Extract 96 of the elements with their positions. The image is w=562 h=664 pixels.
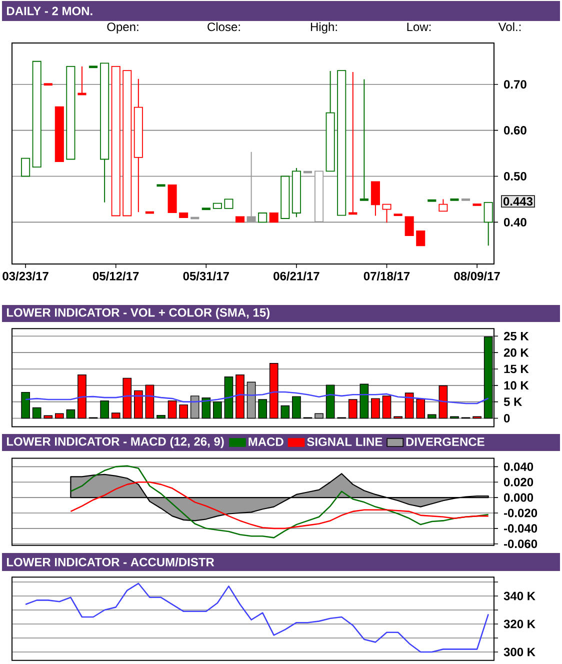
bar xyxy=(190,396,200,419)
chart-title: LOWER INDICATOR - VOL + COLOR (SMA, 15) xyxy=(7,308,270,320)
y-tick-label: 0 xyxy=(504,414,510,422)
bar xyxy=(202,398,211,419)
candlestick xyxy=(66,66,76,160)
text: Close: xyxy=(208,22,240,32)
text: Vol.: xyxy=(498,22,521,32)
y-tick-label: 320 K xyxy=(504,620,536,628)
legend-label: SIGNAL LINE xyxy=(307,438,382,446)
candlestick xyxy=(224,198,234,209)
y-tick-label: 0.60 xyxy=(504,126,526,135)
candlestick xyxy=(382,204,392,224)
bar xyxy=(371,398,380,419)
bar xyxy=(269,363,278,419)
chart-title: LOWER INDICATOR - ACCUM/DISTR xyxy=(7,558,214,566)
candlestick xyxy=(21,158,30,177)
bar xyxy=(224,376,234,419)
y-tick-label: 5 K xyxy=(504,398,522,406)
bar xyxy=(168,400,177,419)
y-tick-label: -0.040 xyxy=(504,524,538,533)
bar xyxy=(438,385,448,419)
y-tick-label: 0.040 xyxy=(504,462,534,471)
bar xyxy=(78,374,86,419)
candlestick xyxy=(156,184,166,187)
candlestick xyxy=(111,66,120,216)
bar xyxy=(404,392,414,419)
bar xyxy=(21,392,30,419)
chart-title: DAILY - 2 MON. xyxy=(7,6,92,16)
y-tick-label: 15 K xyxy=(504,364,529,374)
bar xyxy=(246,382,256,419)
candlestick xyxy=(32,60,42,168)
x-tick-label: 06/21/17 xyxy=(274,272,320,280)
bar xyxy=(427,414,436,419)
y-tick-label: 0.000 xyxy=(504,493,534,502)
bar xyxy=(258,399,268,419)
y-tick-label: 10 K xyxy=(504,381,529,390)
candlestick xyxy=(314,170,324,222)
candlestick xyxy=(54,106,64,162)
candlestick xyxy=(416,230,426,246)
y-tick-label: 300 K xyxy=(504,648,536,656)
candlestick xyxy=(370,181,380,216)
bar xyxy=(145,384,154,419)
candlestick xyxy=(168,184,177,213)
candlestick xyxy=(438,198,448,212)
bar xyxy=(100,400,109,419)
legend-label: MACD xyxy=(248,438,284,446)
bar xyxy=(326,384,335,419)
text: High: xyxy=(310,22,337,34)
candlestick xyxy=(212,202,222,209)
bar xyxy=(314,413,324,419)
x-tick-label: 07/18/17 xyxy=(364,272,410,280)
x-tick-label: 03/23/17 xyxy=(2,272,48,280)
y-tick-label: -0.060 xyxy=(504,540,538,548)
candlestick xyxy=(484,202,493,246)
y-tick-label: 0.020 xyxy=(504,478,534,486)
chart-title: LOWER INDICATOR - MACD (12, 26, 9) xyxy=(7,436,224,448)
bar xyxy=(156,414,166,419)
bar xyxy=(122,378,132,419)
bar xyxy=(236,374,244,419)
bar xyxy=(179,404,188,419)
candlestick xyxy=(122,70,132,216)
y-tick-label: 25 K xyxy=(504,332,529,340)
candlestick xyxy=(337,70,346,216)
bar xyxy=(111,412,120,419)
bar xyxy=(66,409,76,419)
candlestick xyxy=(269,212,278,223)
candlestick xyxy=(236,216,245,223)
y-tick-label: 0.40 xyxy=(504,218,526,226)
bar xyxy=(416,398,426,419)
y-tick-label: 340 K xyxy=(504,592,536,600)
bar xyxy=(280,405,290,419)
bar xyxy=(213,401,222,419)
bar xyxy=(348,399,358,419)
text: Open: xyxy=(107,22,138,34)
candlestick xyxy=(280,176,290,219)
bar xyxy=(134,390,143,419)
y-tick-label: 0.70 xyxy=(504,80,526,89)
bar xyxy=(382,396,392,419)
legend-label: DIVERGENCE xyxy=(406,438,484,446)
x-tick-label: 05/12/17 xyxy=(92,272,139,280)
x-tick-label: 05/31/17 xyxy=(183,272,229,280)
x-tick-label: 08/09/17 xyxy=(454,272,500,280)
y-tick-label: 0.50 xyxy=(504,172,526,180)
bar xyxy=(44,415,53,419)
bar xyxy=(54,413,64,419)
candlestick xyxy=(258,212,268,223)
candlestick xyxy=(179,212,188,218)
text: 0.443 xyxy=(503,197,533,206)
y-tick-label: -0.020 xyxy=(504,508,538,518)
bar xyxy=(292,396,301,419)
candlestick xyxy=(246,151,256,223)
text: Low: xyxy=(407,22,431,32)
bar xyxy=(32,407,42,419)
bar xyxy=(360,384,369,419)
candlestick xyxy=(404,216,414,236)
y-tick-label: 20 K xyxy=(504,348,529,357)
